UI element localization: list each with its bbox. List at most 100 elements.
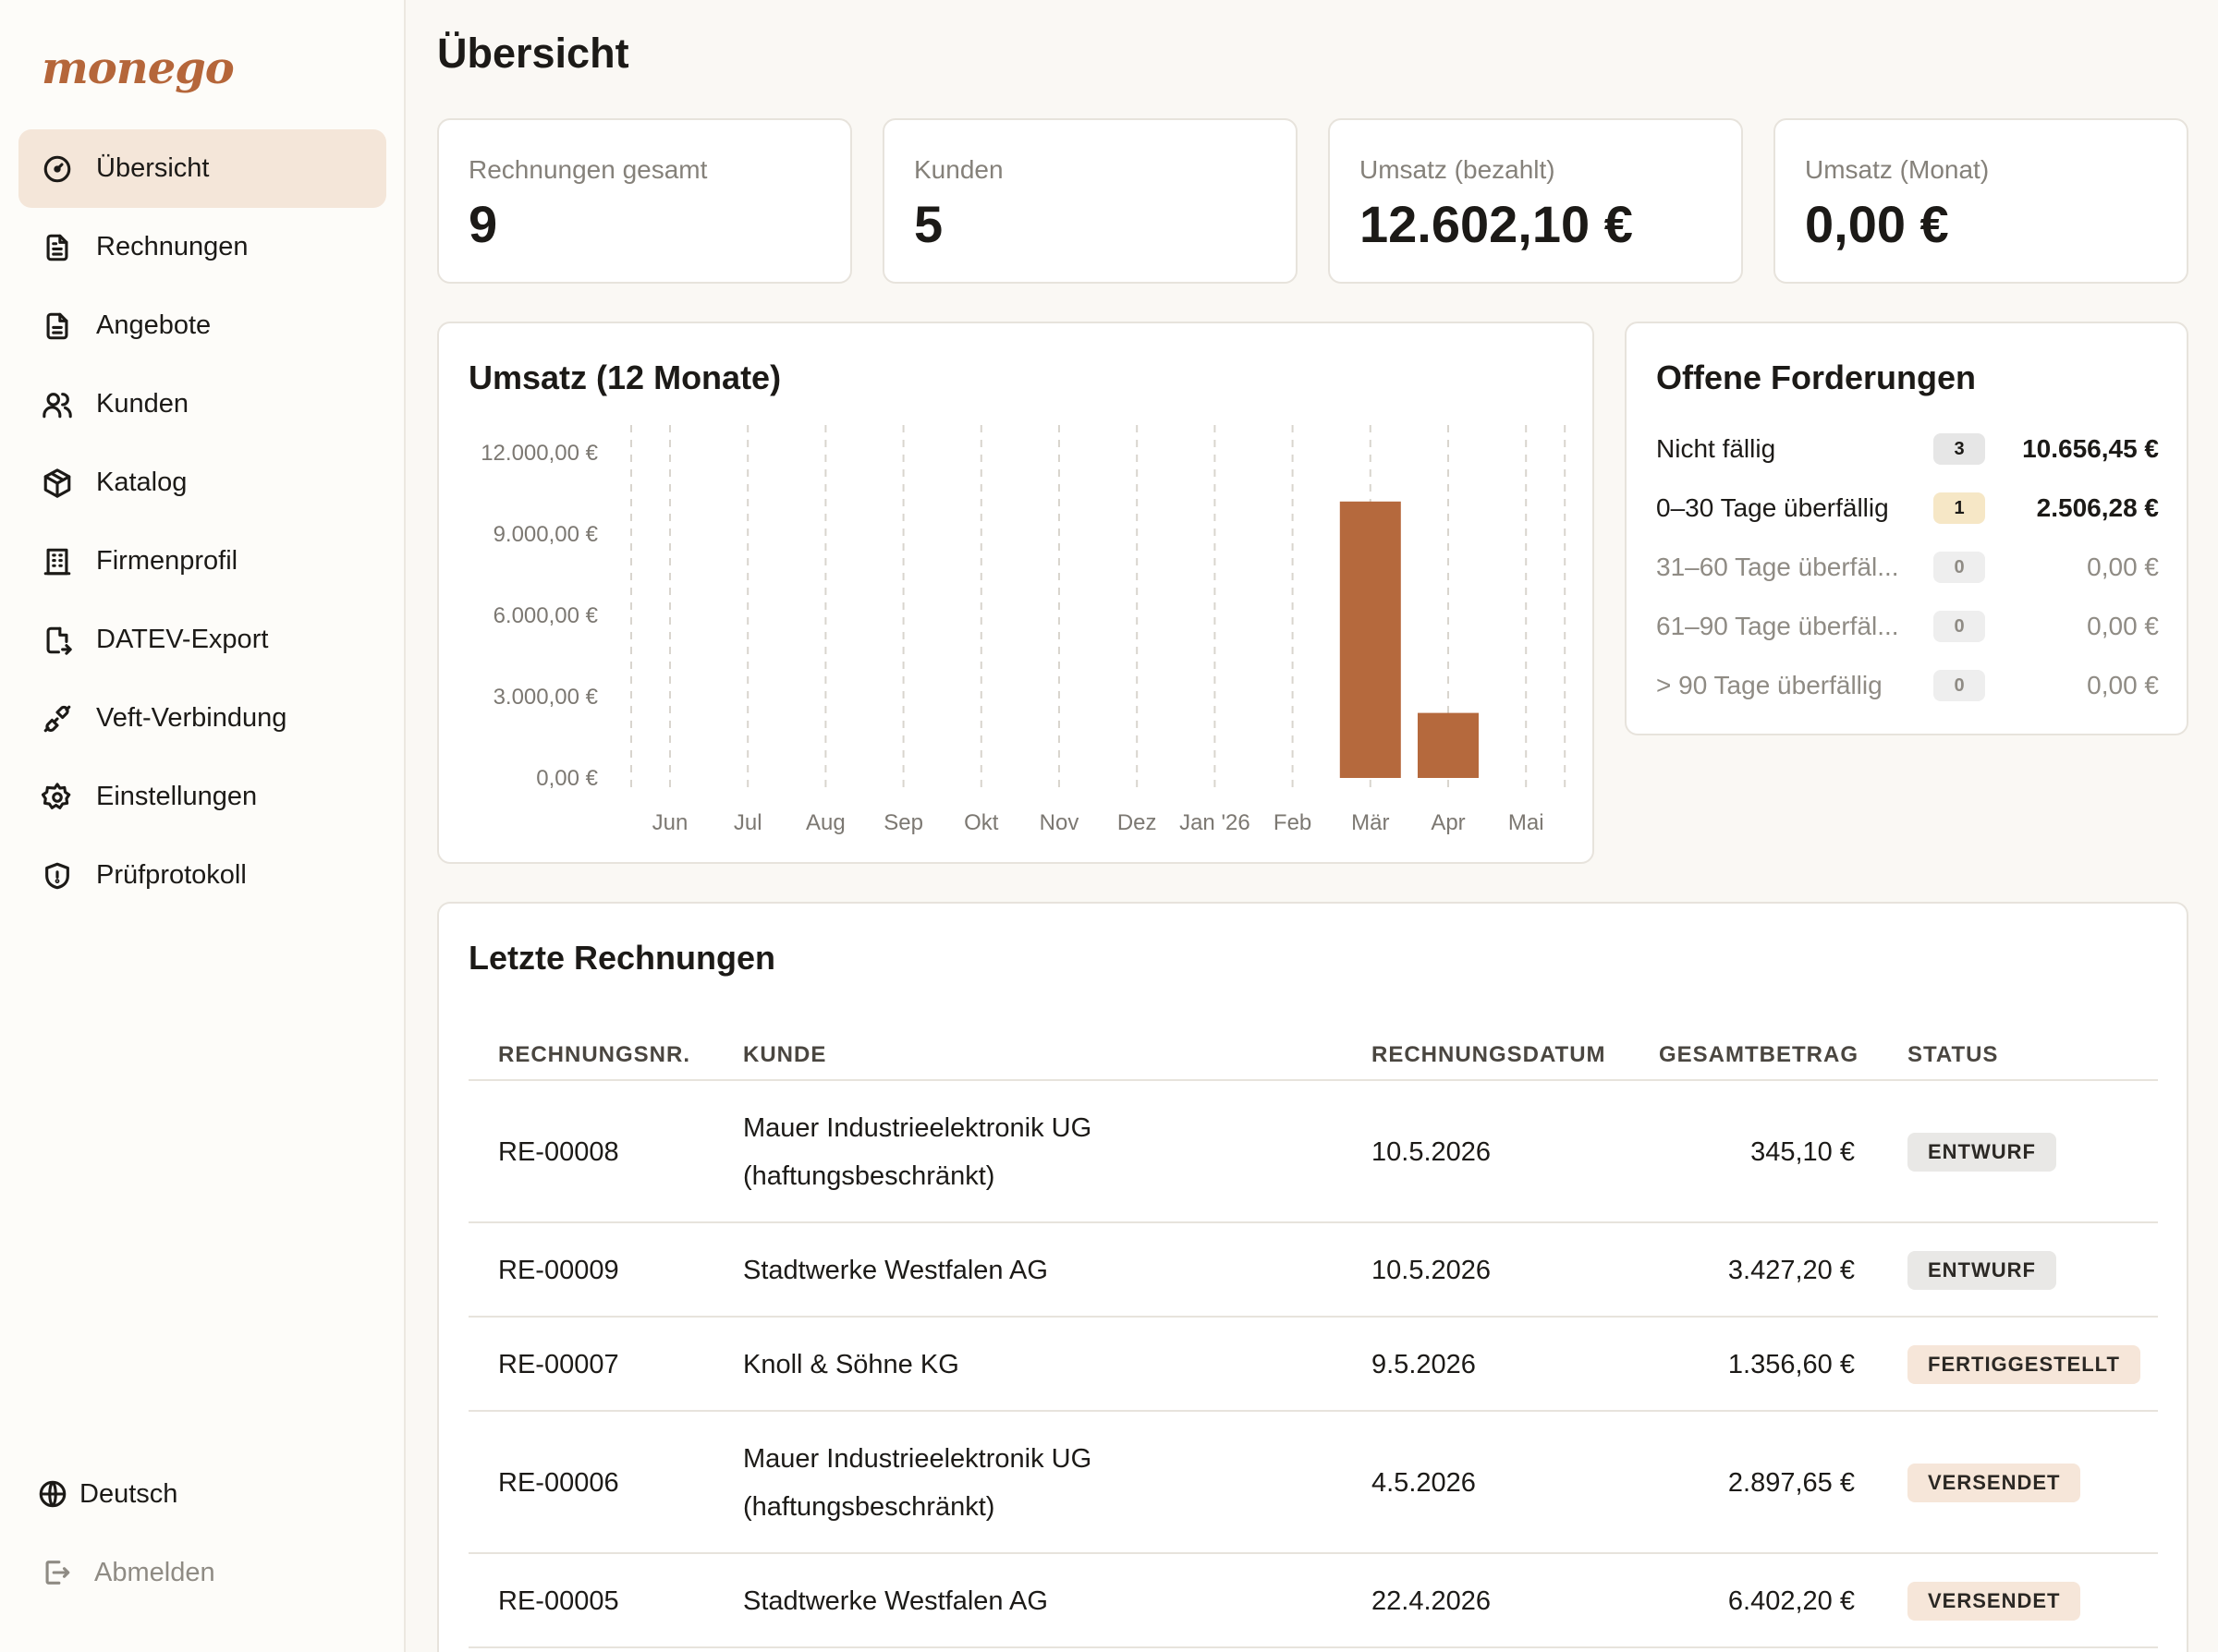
table-row[interactable]: RE-00009 Stadtwerke Westfalen AG 10.5.2026… bbox=[469, 1223, 2158, 1318]
col-header-status[interactable]: STATUS bbox=[1907, 1042, 1999, 1067]
revenue-chart-card: Umsatz (12 Monate) 12.000,00 € 9.000,00 €… bbox=[437, 322, 1594, 864]
sidebar-item-rechnungen[interactable]: Rechnungen bbox=[18, 208, 386, 286]
y-tick-label: 6.000,00 € bbox=[494, 603, 599, 628]
sidebar-item-label: DATEV-Export bbox=[96, 625, 269, 654]
invoice-amount: 3.427,20 € bbox=[1727, 1256, 1855, 1285]
stat-label: Kunden bbox=[914, 155, 1004, 184]
sidebar-item-datev-export[interactable]: DATEV-Export bbox=[18, 601, 386, 679]
invoice-amount: 1.356,60 € bbox=[1727, 1350, 1855, 1379]
receivable-row[interactable]: Nicht fällig 3 10.656,45 € bbox=[1656, 431, 2159, 468]
invoice-amount: 2.897,65 € bbox=[1727, 1468, 1855, 1498]
page-title: Übersicht bbox=[437, 30, 629, 77]
receivable-count-badge: 0 bbox=[1933, 670, 1985, 701]
invoice-customer-line2: (haftungsbeschränkt) bbox=[743, 1492, 995, 1522]
sidebar-item-label: Veft-Verbindung bbox=[96, 703, 287, 733]
x-tick-label: Mai bbox=[1508, 810, 1544, 835]
receivables-card: Offene Forderungen Nicht fällig 3 10.656,4… bbox=[1625, 322, 2188, 735]
receivable-count-badge: 3 bbox=[1933, 433, 1985, 465]
table-row[interactable]: RE-00007 Knoll & Söhne KG 9.5.2026 1.356,60… bbox=[469, 1318, 2158, 1412]
receivable-row[interactable]: 31–60 Tage überfäl... 0 0,00 € bbox=[1656, 549, 2159, 586]
x-tick-label: Dez bbox=[1117, 810, 1157, 835]
sidebar-item-label: Katalog bbox=[96, 468, 188, 497]
file-text-icon bbox=[41, 231, 74, 264]
x-tick-label: Jan '26 bbox=[1179, 810, 1250, 835]
y-tick-label: 12.000,00 € bbox=[481, 441, 598, 466]
receivable-label: 61–90 Tage überfäl... bbox=[1656, 612, 1899, 640]
file-export-icon bbox=[41, 624, 74, 657]
invoice-number: RE-00005 bbox=[498, 1586, 619, 1616]
col-header-datum[interactable]: RECHNUNGSDATUM bbox=[1371, 1042, 1606, 1067]
logout-label: Abmelden bbox=[94, 1557, 215, 1587]
chart-bar[interactable] bbox=[1418, 712, 1479, 778]
x-tick-label: Apr bbox=[1431, 810, 1465, 835]
sidebar-item-uebersicht[interactable]: Übersicht bbox=[18, 129, 386, 208]
receivable-count-badge: 1 bbox=[1933, 492, 1985, 524]
sidebar-item-label: Kunden bbox=[96, 389, 189, 419]
x-tick-label: Jun bbox=[652, 810, 689, 835]
stat-label: Umsatz (bezahlt) bbox=[1359, 155, 1555, 184]
col-header-kunde[interactable]: KUNDE bbox=[743, 1042, 827, 1067]
sidebar-item-angebote[interactable]: Angebote bbox=[18, 286, 386, 365]
invoice-date: 10.5.2026 bbox=[1371, 1137, 1492, 1167]
building-icon bbox=[41, 545, 74, 578]
app-logo[interactable]: monego bbox=[42, 43, 235, 94]
receivable-row[interactable]: > 90 Tage überfällig 0 0,00 € bbox=[1656, 667, 2159, 704]
invoice-number: RE-00006 bbox=[498, 1468, 619, 1498]
logout-icon bbox=[45, 1561, 70, 1585]
receivable-amount: 0,00 € bbox=[2087, 612, 2159, 640]
receivable-row[interactable]: 61–90 Tage überfäl... 0 0,00 € bbox=[1656, 608, 2159, 645]
sidebar-item-firmenprofil[interactable]: Firmenprofil bbox=[18, 522, 386, 601]
status-badge: VERSENDET bbox=[1907, 1464, 2081, 1502]
invoice-amount: 6.402,20 € bbox=[1727, 1586, 1855, 1616]
invoice-customer: Mauer Industrieelektronik UG bbox=[743, 1444, 1092, 1474]
sidebar-item-kunden[interactable]: Kunden bbox=[18, 365, 386, 443]
sidebar-item-label: Übersicht bbox=[96, 153, 210, 183]
table-row[interactable]: RE-00005 Stadtwerke Westfalen AG 22.4.2026… bbox=[469, 1554, 2158, 1648]
y-tick-label: 9.000,00 € bbox=[494, 522, 599, 547]
sidebar-item-katalog[interactable]: Katalog bbox=[18, 443, 386, 522]
sidebar-item-pruefprotokoll[interactable]: Prüfprotokoll bbox=[18, 836, 386, 915]
package-icon bbox=[41, 467, 74, 500]
sidebar-item-einstellungen[interactable]: Einstellungen bbox=[18, 758, 386, 836]
status-badge: FERTIGGESTELLT bbox=[1907, 1345, 2140, 1384]
sidebar-item-label: Angebote bbox=[96, 310, 212, 340]
sidebar: monego Übersicht Rechnungen Angebote Kun… bbox=[0, 0, 406, 1652]
users-icon bbox=[41, 388, 74, 421]
stat-card-umsatz-monat: Umsatz (Monat) 0,00 € bbox=[1773, 118, 2188, 284]
stat-value: 9 bbox=[469, 195, 498, 253]
language-switcher[interactable]: Deutsch bbox=[37, 1478, 177, 1510]
sidebar-item-label: Prüfprotokoll bbox=[96, 860, 247, 890]
receivables-title: Offene Forderungen bbox=[1656, 358, 1977, 396]
receivable-label: > 90 Tage überfällig bbox=[1656, 671, 1883, 699]
file-icon bbox=[41, 310, 74, 343]
col-header-betrag[interactable]: GESAMTBETRAG bbox=[1659, 1042, 1858, 1067]
chart-bar[interactable] bbox=[1339, 501, 1401, 778]
status-badge: ENTWURF bbox=[1907, 1133, 2056, 1172]
receivable-amount: 2.506,28 € bbox=[2036, 493, 2159, 522]
invoice-date: 4.5.2026 bbox=[1371, 1468, 1476, 1498]
stat-value: 12.602,10 € bbox=[1359, 195, 1633, 253]
receivable-count-badge: 0 bbox=[1933, 552, 1985, 583]
x-tick-label: Mär bbox=[1351, 810, 1389, 835]
table-row[interactable]: RE-00008 Mauer Industrieelektronik UG (haf… bbox=[469, 1081, 2158, 1223]
invoices-card: Letzte Rechnungen RECHNUNGSNR. KUNDE REC… bbox=[437, 902, 2188, 1652]
invoice-amount: 345,10 € bbox=[1750, 1137, 1855, 1167]
shield-icon bbox=[41, 859, 74, 893]
invoice-number: RE-00009 bbox=[498, 1256, 619, 1285]
invoice-customer: Mauer Industrieelektronik UG bbox=[743, 1113, 1092, 1143]
x-tick-label: Aug bbox=[806, 810, 846, 835]
table-row[interactable]: RE-00006 Mauer Industrieelektronik UG (haf… bbox=[469, 1412, 2158, 1554]
y-tick-label: 0,00 € bbox=[536, 766, 598, 791]
receivable-row[interactable]: 0–30 Tage überfällig 1 2.506,28 € bbox=[1656, 490, 2159, 527]
receivable-amount: 10.656,45 € bbox=[2022, 434, 2159, 463]
invoice-date: 9.5.2026 bbox=[1371, 1350, 1476, 1379]
col-header-nr[interactable]: RECHNUNGSNR. bbox=[498, 1042, 691, 1067]
stat-card-umsatz-bezahlt: Umsatz (bezahlt) 12.602,10 € bbox=[1328, 118, 1743, 284]
sidebar-item-veft-verbindung[interactable]: Veft-Verbindung bbox=[18, 679, 386, 758]
x-tick-label: Jul bbox=[734, 810, 762, 835]
stat-label: Rechnungen gesamt bbox=[469, 155, 708, 184]
logout-button[interactable]: Abmelden bbox=[41, 1557, 215, 1588]
sidebar-nav: Übersicht Rechnungen Angebote Kunden Kat… bbox=[18, 129, 386, 915]
receivable-amount: 0,00 € bbox=[2087, 553, 2159, 581]
sidebar-item-label: Firmenprofil bbox=[96, 546, 238, 576]
